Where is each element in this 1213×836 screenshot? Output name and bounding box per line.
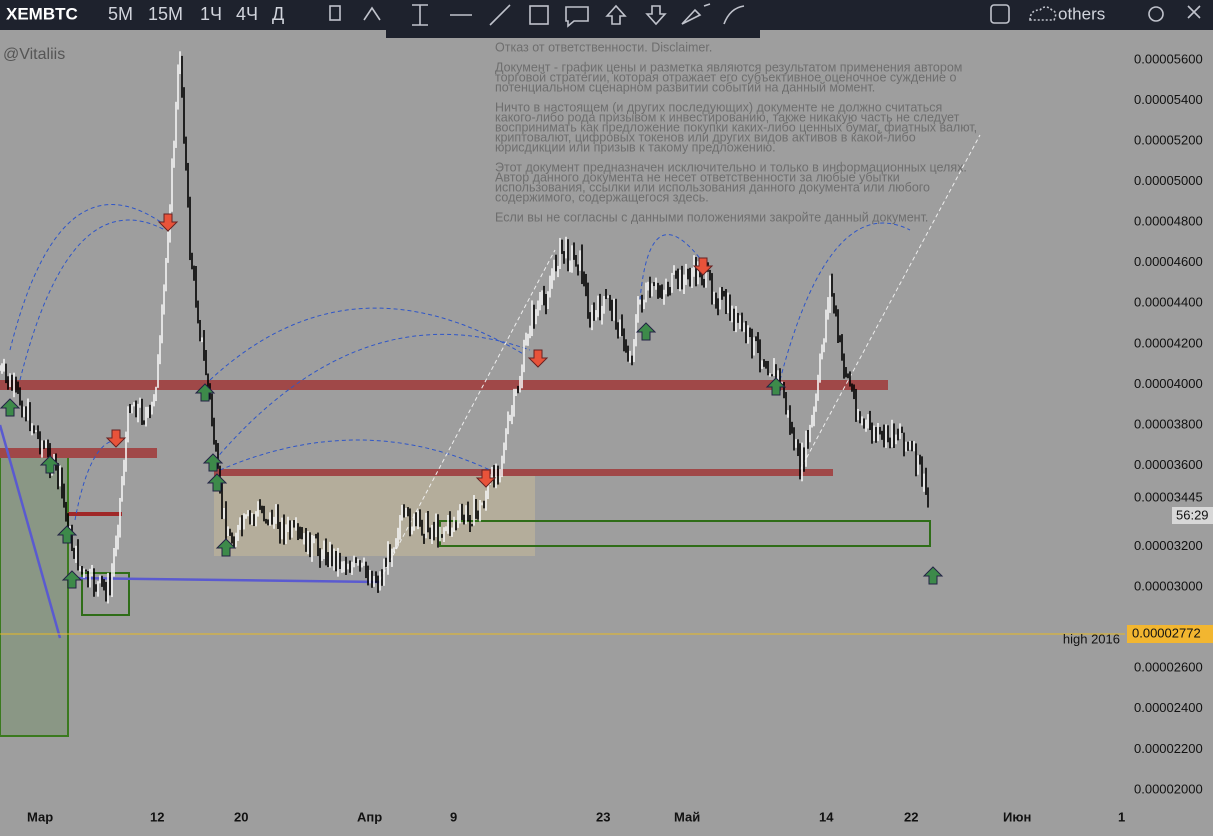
- buy-arrow: [202, 453, 224, 472]
- level-price: 0.00002772: [1132, 625, 1201, 640]
- buy-arrow: [922, 566, 944, 585]
- buy-arrow: [206, 473, 228, 492]
- buy-arrow: [61, 570, 83, 589]
- disclaimer-line: криптовалют, цифровых токенов или других…: [495, 130, 916, 144]
- disclaimer-line: содержимого, содержащегося здесь.: [495, 190, 709, 204]
- disclaimer-line: Автор данного документа не несет ответст…: [495, 170, 900, 184]
- interval-button[interactable]: Д: [272, 4, 284, 24]
- buy-arrow: [635, 322, 657, 341]
- price-label: 0.00003200: [1134, 538, 1203, 553]
- disclaimer-line: Если вы не согласны с данными положениям…: [495, 210, 928, 224]
- time-label: 14: [819, 809, 834, 824]
- projection-lines: [379, 134, 981, 581]
- zone-box: [214, 476, 535, 556]
- resistance-band: [214, 469, 833, 476]
- time-label: Апр: [357, 809, 382, 824]
- time-label: 12: [150, 809, 164, 824]
- price-label: 0.00005400: [1134, 92, 1203, 107]
- price-label: 0.00002600: [1134, 660, 1203, 675]
- disclaimer-line: потенциальном сценарном развитии событий…: [495, 80, 875, 94]
- time-label: 1: [1118, 809, 1125, 824]
- disclaimer-line: воспринимать как предложение покупки как…: [495, 120, 977, 134]
- disclaimer-line: торговой стратегии, которая отражает его…: [495, 70, 956, 84]
- time-label: Мар: [27, 809, 53, 824]
- countdown: 56:29: [1176, 507, 1209, 522]
- buy-arrow: [765, 377, 787, 396]
- price-label: 0.00002400: [1134, 700, 1203, 715]
- disclaimer: Отказ от ответственности. Disclaimer. Док…: [495, 40, 977, 224]
- time-label: 20: [234, 809, 248, 824]
- buy-arrow: [0, 398, 21, 417]
- price-label: 0.00005600: [1134, 51, 1203, 66]
- symbol[interactable]: XEMBTC: [6, 4, 78, 23]
- interval-button[interactable]: 15M: [148, 4, 183, 24]
- zone-box: [0, 456, 69, 737]
- current-price: 0.00003445: [1134, 489, 1203, 504]
- tool-icons: [329, 3, 1201, 28]
- price-label: 0.00004400: [1134, 295, 1203, 310]
- buy-arrow: [215, 538, 237, 557]
- price-axis: 0.00005600 0.00005400 0.00005200 0.00005000…: [1134, 51, 1203, 796]
- disclaimer-line: Документ - график цены и разметка являют…: [495, 60, 962, 74]
- price-label: 0.00003000: [1134, 579, 1203, 594]
- interval-button[interactable]: 1Ч: [200, 4, 222, 24]
- resistance-band: [0, 448, 157, 458]
- price-label: 0.00004600: [1134, 254, 1203, 269]
- trend-line: [0, 424, 62, 639]
- buy-arrow: [39, 455, 61, 474]
- interval-button[interactable]: 5M: [108, 4, 133, 24]
- price-label: 0.00005000: [1134, 173, 1203, 188]
- toolbar: XEMBTC 5M 15M 1Ч 4Ч Д others: [0, 0, 1213, 38]
- sell-arrow: [105, 429, 127, 448]
- trend-line: [69, 576, 381, 584]
- resistance-band: [68, 512, 122, 516]
- price-label: 0.00002200: [1134, 741, 1203, 756]
- price-label: 0.00004800: [1134, 214, 1203, 229]
- sell-arrow: [692, 257, 714, 276]
- signal-arrows: [0, 213, 944, 589]
- disclaimer-line: Этот документ предназначен исключительно…: [495, 160, 967, 174]
- disclaimer-line: Ничто в настоящем (и других последующих)…: [495, 100, 942, 114]
- time-label: Июн: [1003, 809, 1031, 824]
- price-tag: [1127, 489, 1213, 506]
- buy-arrow: [56, 525, 78, 544]
- resistance-band: [0, 380, 888, 390]
- sell-arrow: [527, 349, 549, 368]
- countdown-tag: [1172, 507, 1213, 524]
- price-label: 0.00005200: [1134, 133, 1203, 148]
- time-label: 9: [450, 809, 457, 824]
- disclaimer-line: использования, ссылки или использования …: [495, 180, 930, 194]
- disclaimer-line: Отказ от ответственности. Disclaimer.: [495, 40, 712, 54]
- interval-button[interactable]: 4Ч: [236, 4, 258, 24]
- price-label: 0.00003600: [1134, 457, 1203, 472]
- level-label: high 2016: [1063, 631, 1120, 646]
- sell-arrow: [157, 213, 179, 232]
- price-label: 0.00002000: [1134, 781, 1203, 796]
- plot-area: [0, 51, 1125, 737]
- zone-box: [81, 572, 130, 616]
- buy-arrow: [194, 383, 216, 402]
- disclaimer-line: какого-либо рода призывом к инвестирован…: [495, 110, 960, 124]
- price-label: 0.00003800: [1134, 416, 1203, 431]
- time-label: 22: [904, 809, 918, 824]
- price-label: 0.00004200: [1134, 335, 1203, 350]
- projection-curves: [9, 204, 911, 521]
- disclaimer-line: юрисдикции или призыв к такому предложен…: [495, 140, 776, 154]
- time-axis: Мар 12 20 Апр 9 23 Май 14 22 Июн 1: [27, 809, 1125, 824]
- time-label: Май: [674, 809, 700, 824]
- price-label: 0.00004000: [1134, 376, 1203, 391]
- level-tag: [1127, 625, 1213, 643]
- watermark: @Vitaliis: [3, 46, 65, 63]
- sell-arrow: [475, 469, 497, 488]
- time-label: 23: [596, 809, 610, 824]
- compare-button[interactable]: others: [1058, 4, 1105, 23]
